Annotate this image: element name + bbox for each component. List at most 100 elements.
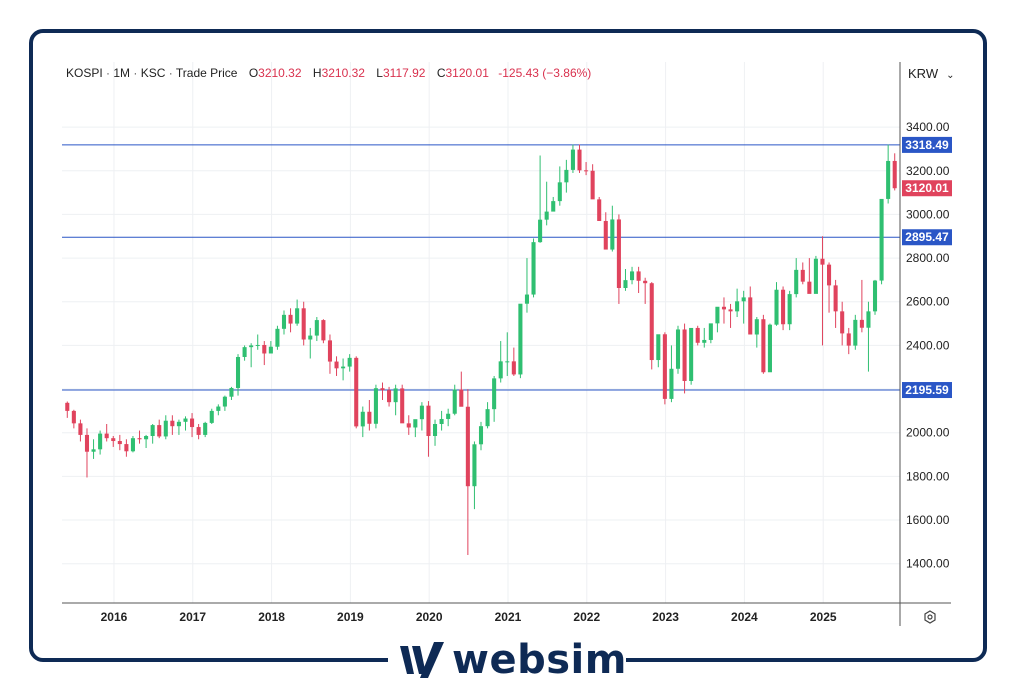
- candle-body: [761, 319, 766, 373]
- candle-body: [98, 433, 103, 450]
- candle-body: [170, 420, 175, 427]
- candle-body: [275, 328, 280, 347]
- candle-body: [235, 356, 241, 388]
- candle-body: [840, 311, 845, 334]
- candle-body: [137, 438, 142, 440]
- candle-body: [459, 389, 464, 407]
- candle-body: [735, 301, 740, 312]
- candle-body: [203, 422, 208, 435]
- candle-body: [715, 306, 720, 324]
- candle-body: [590, 170, 595, 200]
- candle-body: [117, 441, 122, 445]
- candle-body: [524, 294, 530, 304]
- candle-body: [675, 329, 681, 369]
- y-tick-label: 2000.00: [906, 426, 950, 440]
- open-value: 3210.32: [258, 66, 302, 80]
- candle-body: [432, 423, 438, 437]
- candle-body: [78, 423, 83, 435]
- candle-body: [308, 335, 313, 340]
- candle-body: [767, 324, 772, 373]
- candle-body: [886, 160, 891, 199]
- candle-body: [130, 438, 135, 452]
- candle-body: [800, 269, 805, 282]
- change-value: -125.43 (−3.86%): [498, 66, 592, 80]
- candle-body: [892, 160, 897, 189]
- candle-body: [393, 388, 398, 403]
- candle-body: [472, 444, 477, 487]
- symbol-label: KOSPI: [66, 66, 103, 80]
- candle-body: [833, 285, 838, 312]
- candle-body: [643, 280, 648, 284]
- candle-body: [866, 311, 871, 328]
- candle-body: [570, 149, 575, 170]
- candle-body: [551, 201, 556, 212]
- exchange-label: KSC: [140, 66, 166, 80]
- candle-body: [656, 334, 661, 361]
- level-tag-label: 2195.59: [905, 383, 949, 397]
- candle-body: [183, 418, 188, 422]
- candle-body: [748, 297, 753, 335]
- candle-body: [196, 427, 201, 435]
- candle-body: [538, 219, 543, 243]
- candle-body: [511, 361, 516, 375]
- candle-body: [176, 421, 181, 427]
- candle-body: [616, 219, 621, 288]
- candle-body: [846, 333, 851, 346]
- candle-body: [413, 419, 418, 428]
- candle-body: [354, 357, 359, 427]
- candle-body: [879, 198, 884, 281]
- y-tick-label: 1800.00: [906, 469, 950, 483]
- y-tick-label: 2400.00: [906, 338, 950, 352]
- candle-body: [564, 169, 569, 183]
- y-tick-label: 3000.00: [906, 207, 950, 221]
- candle-body: [872, 280, 878, 312]
- x-tick-label: 2016: [101, 610, 128, 624]
- candle-body: [209, 410, 214, 423]
- level-tag-label: 3318.49: [905, 138, 949, 152]
- candle-body: [853, 319, 858, 346]
- candle-body: [262, 344, 267, 354]
- candle-body: [144, 436, 149, 440]
- candle-body: [242, 347, 247, 357]
- interval-label: 1M: [113, 66, 131, 80]
- candle-body: [419, 405, 424, 420]
- currency-selector[interactable]: KRW ⌄: [908, 66, 955, 81]
- candle-body: [774, 289, 779, 325]
- candle-body: [321, 320, 326, 341]
- x-tick-label: 2021: [495, 610, 522, 624]
- candle-body: [216, 406, 221, 411]
- candle-body: [301, 308, 306, 340]
- level-tag: [902, 382, 952, 399]
- candle-body: [373, 388, 378, 424]
- settings-icon[interactable]: [923, 610, 937, 624]
- low-label: L: [376, 66, 383, 80]
- candle-body: [288, 314, 293, 324]
- chevron-down-icon: ⌄: [946, 70, 955, 81]
- high-value: 3210.32: [321, 66, 365, 80]
- candle-body: [452, 389, 457, 414]
- x-tick-label: 2018: [258, 610, 285, 624]
- candle-body: [380, 388, 385, 391]
- candle-body: [492, 378, 497, 410]
- candle-body: [702, 339, 707, 343]
- candle-body: [781, 289, 786, 325]
- candle-body: [728, 309, 733, 312]
- candle-body: [787, 294, 792, 325]
- candle-body: [104, 433, 109, 439]
- candle-body: [636, 271, 641, 281]
- candle-body: [255, 344, 260, 346]
- candle-body: [439, 418, 444, 424]
- level-tag-label: 2895.47: [905, 230, 949, 244]
- candle-body: [347, 357, 352, 367]
- last-price-tag: [902, 180, 952, 197]
- candle-body: [689, 327, 694, 381]
- x-tick-label: 2019: [337, 610, 364, 624]
- candle-body: [584, 170, 589, 172]
- candle-body: [157, 425, 162, 437]
- candle-body: [268, 346, 273, 354]
- candle-body: [314, 320, 319, 336]
- open-label: O: [248, 66, 259, 80]
- price-type-label: Trade Price: [175, 66, 238, 80]
- candle-body: [859, 319, 864, 328]
